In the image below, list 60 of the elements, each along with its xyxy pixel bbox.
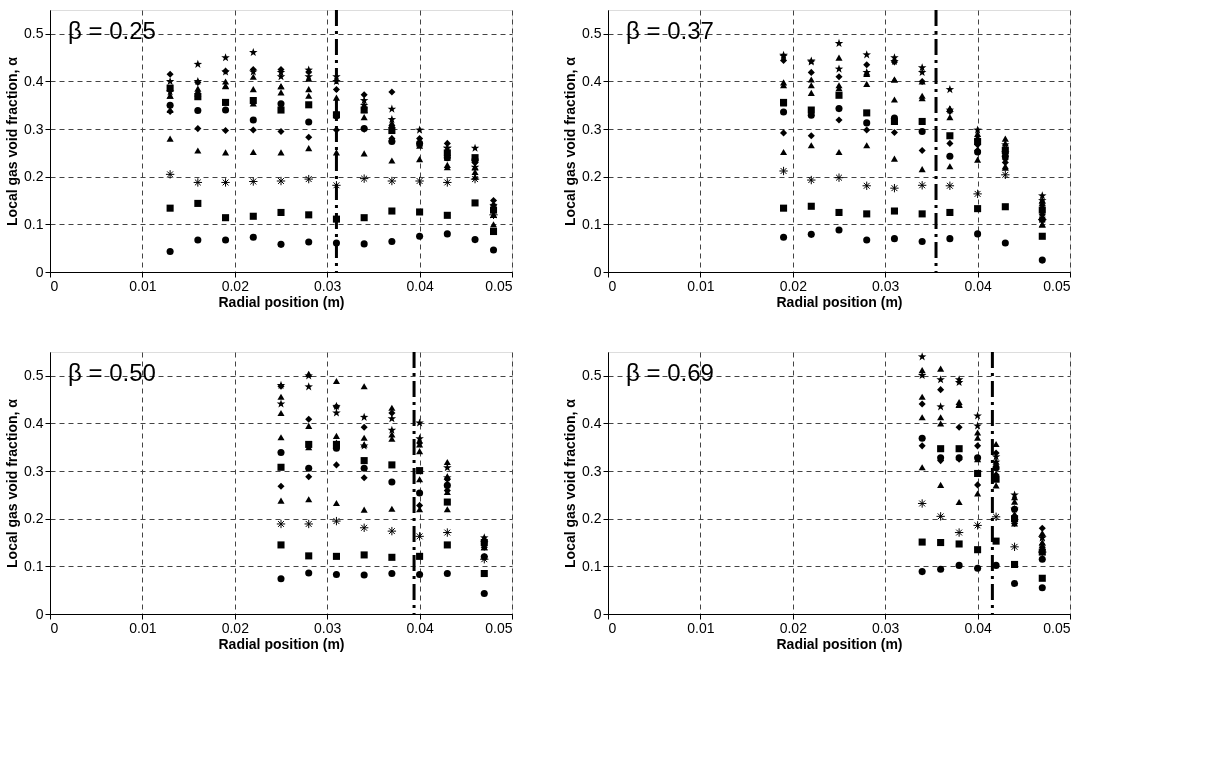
x-tick-label: 0.02	[779, 277, 808, 294]
x-tick-label: 0.02	[221, 619, 250, 636]
x-tick-label: 0.02	[221, 277, 250, 294]
x-tick-label: 0	[50, 277, 59, 294]
x-tick-label: 0.04	[406, 619, 434, 636]
y-tick-label: 0.4	[24, 414, 44, 431]
y-tick-label: 0	[593, 263, 602, 280]
y-tick-label: 0	[593, 605, 602, 622]
x-tick-label: 0.05	[485, 277, 513, 294]
y-axis-title: Local gas void fraction, α	[562, 56, 579, 226]
y-tick-label: 0.5	[24, 367, 44, 384]
y-tick-label: 0.4	[582, 72, 602, 89]
y-tick-label: 0.1	[24, 557, 44, 574]
x-tick-label: 0.05	[1043, 619, 1071, 636]
y-tick-label: 0	[35, 605, 44, 622]
x-tick-label: 0.03	[872, 619, 900, 636]
y-tick-label: 0.3	[582, 462, 602, 479]
y-tick-label: 0.2	[24, 510, 44, 527]
x-tick-label: 0.03	[872, 277, 900, 294]
x-axis-title: Radial position (m)	[776, 635, 903, 652]
x-tick-label: 0.01	[129, 619, 157, 636]
y-tick-label: 0.3	[24, 120, 44, 137]
x-tick-label: 0.03	[314, 277, 342, 294]
y-axis-title: Local gas void fraction, α	[4, 56, 21, 226]
x-tick-label: 0.01	[687, 619, 715, 636]
y-tick-label: 0.2	[582, 168, 602, 185]
x-tick-label: 0.05	[485, 619, 513, 636]
y-tick-label: 0.3	[24, 462, 44, 479]
y-tick-label: 0.5	[24, 25, 44, 42]
x-tick-label: 0.04	[406, 277, 434, 294]
x-tick-label: 0	[50, 619, 59, 636]
x-tick-label: 0.01	[129, 277, 157, 294]
y-tick-label: 0.2	[24, 168, 44, 185]
x-axis-title: Radial position (m)	[776, 293, 903, 310]
x-axis-title: Radial position (m)	[218, 635, 345, 652]
annotation: β = 0.50	[68, 359, 156, 386]
x-tick-label: 0.03	[314, 619, 342, 636]
y-tick-label: 0.5	[582, 25, 602, 42]
x-tick-label: 0.02	[779, 619, 808, 636]
y-tick-label: 0.4	[24, 72, 44, 89]
annotation: β = 0.25	[68, 17, 156, 44]
y-axis-title: Local gas void fraction, α	[4, 398, 21, 568]
y-tick-label: 0	[35, 263, 44, 280]
y-tick-label: 0.4	[582, 414, 602, 431]
y-tick-label: 0.1	[582, 215, 602, 232]
y-tick-label: 0.5	[582, 367, 602, 384]
y-tick-label: 0.1	[582, 557, 602, 574]
x-tick-label: 0	[608, 619, 617, 636]
x-tick-label: 0	[608, 277, 617, 294]
annotation: β = 0.37	[626, 17, 714, 44]
x-tick-label: 0.01	[687, 277, 715, 294]
y-axis-title: Local gas void fraction, α	[562, 398, 579, 568]
y-tick-label: 0.1	[24, 215, 44, 232]
annotation: β = 0.69	[626, 359, 714, 386]
y-tick-label: 0.2	[582, 510, 602, 527]
x-tick-label: 0.05	[1043, 277, 1071, 294]
y-tick-label: 0.3	[582, 120, 602, 137]
x-axis-title: Radial position (m)	[218, 293, 345, 310]
x-tick-label: 0.04	[964, 277, 992, 294]
x-tick-label: 0.04	[964, 619, 992, 636]
